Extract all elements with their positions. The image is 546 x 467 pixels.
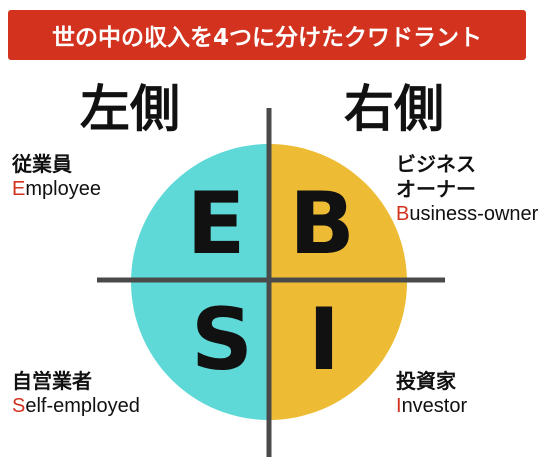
- business-owner-en: Business-owner: [396, 202, 538, 226]
- investor-label: 投資家 Investor: [396, 369, 467, 418]
- business-owner-initial: B: [396, 203, 410, 225]
- self-employed-label: 自営業者 Self-employed: [12, 369, 140, 418]
- quadrant-letter-b: B: [289, 174, 355, 274]
- left-side-heading: 左側: [80, 80, 180, 138]
- page-title: 世の中の収入を4つに分けたクワドラント: [51, 25, 482, 51]
- self-employed-ja: 自営業者: [12, 369, 92, 393]
- employee-ja: 従業員: [12, 152, 72, 176]
- business-owner-label: ビジネス オーナー Business-owner: [396, 152, 538, 226]
- self-employed-initial: S: [12, 395, 26, 417]
- investor-ja: 投資家: [396, 369, 456, 393]
- quadrant-letter-i: I: [308, 290, 340, 390]
- right-side-heading: 右側: [344, 80, 444, 138]
- employee-label: 従業員 Employee: [12, 152, 101, 201]
- investor-en-rest: nvestor: [401, 395, 468, 417]
- investor-en: Investor: [396, 394, 467, 418]
- self-employed-en: Self-employed: [12, 394, 140, 418]
- employee-en: Employee: [12, 177, 101, 201]
- employee-en-rest: mployee: [25, 178, 101, 200]
- investor-initial: I: [396, 395, 402, 417]
- business-owner-ja-line1: ビジネス: [396, 152, 476, 176]
- self-employed-en-rest: elf-employed: [25, 395, 140, 417]
- title-banner: 世の中の収入を4つに分けたクワドラント: [8, 10, 526, 60]
- quadrant-letter-s: S: [191, 290, 253, 390]
- employee-initial: E: [12, 178, 26, 200]
- business-owner-en-rest: usiness-owner: [409, 203, 539, 225]
- business-owner-ja-line2: オーナー: [396, 177, 476, 201]
- quadrant-letter-e: E: [187, 174, 246, 274]
